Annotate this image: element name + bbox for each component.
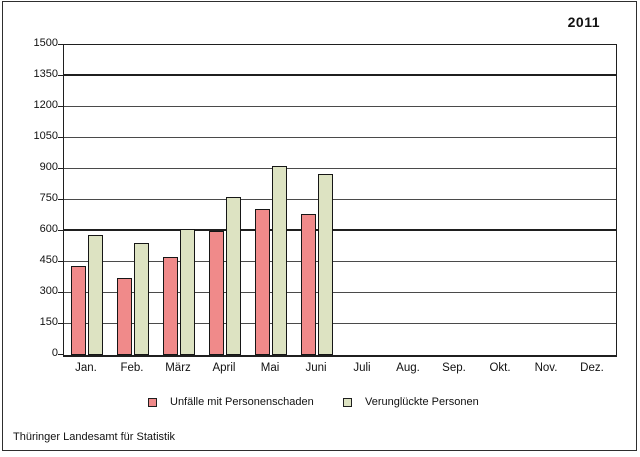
x-axis-label: April xyxy=(212,362,236,374)
bar-unfaelle-feb xyxy=(117,277,132,355)
plot-area xyxy=(63,44,617,357)
y-axis-tick xyxy=(58,137,63,138)
y-axis-tick xyxy=(58,75,63,76)
gridline xyxy=(64,292,616,293)
legend-label: Verunglückte Personen xyxy=(365,396,479,408)
y-axis-tick xyxy=(58,354,63,355)
gridline xyxy=(64,261,616,262)
y-axis-tick xyxy=(58,199,63,200)
chart-year-title: 2011 xyxy=(567,14,600,30)
gridline xyxy=(64,199,616,200)
bar-verunglueckte-juni xyxy=(318,174,333,355)
bar-verunglueckte-märz xyxy=(180,228,195,355)
source-label: Thüringer Landesamt für Statistik xyxy=(13,431,176,443)
gridline xyxy=(64,74,616,76)
x-axis-label: Nov. xyxy=(534,362,558,374)
x-axis-label: Juni xyxy=(305,362,327,374)
x-axis-label: Feb. xyxy=(120,362,144,374)
legend-label: Unfälle mit Personenschaden xyxy=(170,396,314,408)
legend-item: Unfälle mit Personenschaden xyxy=(148,396,314,408)
y-axis-label: 300 xyxy=(39,285,58,297)
x-axis-label: Mai xyxy=(260,362,280,374)
y-axis-label: 900 xyxy=(39,161,58,173)
y-axis-label: 750 xyxy=(39,192,58,204)
y-axis-label: 600 xyxy=(39,223,58,235)
bar-verunglueckte-jan xyxy=(88,235,103,355)
y-axis-label: 1200 xyxy=(33,99,58,111)
y-axis-tick xyxy=(58,44,63,45)
bar-verunglueckte-mai xyxy=(272,165,287,355)
legend-item: Verunglückte Personen xyxy=(343,396,479,408)
y-axis-tick xyxy=(58,261,63,262)
bar-unfaelle-märz xyxy=(163,256,178,355)
gridline xyxy=(64,106,616,107)
x-axis-label: Jan. xyxy=(75,362,97,374)
bar-unfaelle-mai xyxy=(255,209,270,355)
x-axis-label: Okt. xyxy=(489,362,511,374)
outer-frame xyxy=(2,1,637,451)
bar-unfaelle-juni xyxy=(301,214,316,355)
y-axis-label: 1050 xyxy=(33,130,58,142)
legend-swatch xyxy=(343,397,352,407)
y-axis-label: 0 xyxy=(51,347,58,359)
y-axis-label: 450 xyxy=(39,254,58,266)
gridline xyxy=(64,168,616,169)
bar-unfaelle-april xyxy=(209,231,224,355)
y-axis-tick xyxy=(58,106,63,107)
y-axis-label: 1350 xyxy=(33,68,58,80)
y-axis-tick xyxy=(58,168,63,169)
x-axis-label: Juli xyxy=(353,362,371,374)
bar-verunglueckte-april xyxy=(226,196,241,355)
x-axis-label: Dez. xyxy=(580,362,604,374)
x-axis-label: Sep. xyxy=(442,362,466,374)
y-axis-tick xyxy=(58,323,63,324)
chart-legend: Unfälle mit Personenschaden Verunglückte … xyxy=(0,396,640,414)
legend-swatch xyxy=(148,397,157,407)
y-axis-label: 1500 xyxy=(33,37,58,49)
bar-verunglueckte-feb xyxy=(134,243,149,355)
x-axis-label: März xyxy=(165,362,191,374)
gridline xyxy=(64,229,616,231)
y-axis-tick xyxy=(58,230,63,231)
y-axis-label: 150 xyxy=(39,316,58,328)
gridline xyxy=(64,323,616,324)
y-axis-tick xyxy=(58,292,63,293)
x-axis-label: Aug. xyxy=(396,362,420,374)
bar-unfaelle-jan xyxy=(71,266,86,355)
gridline xyxy=(64,137,616,138)
